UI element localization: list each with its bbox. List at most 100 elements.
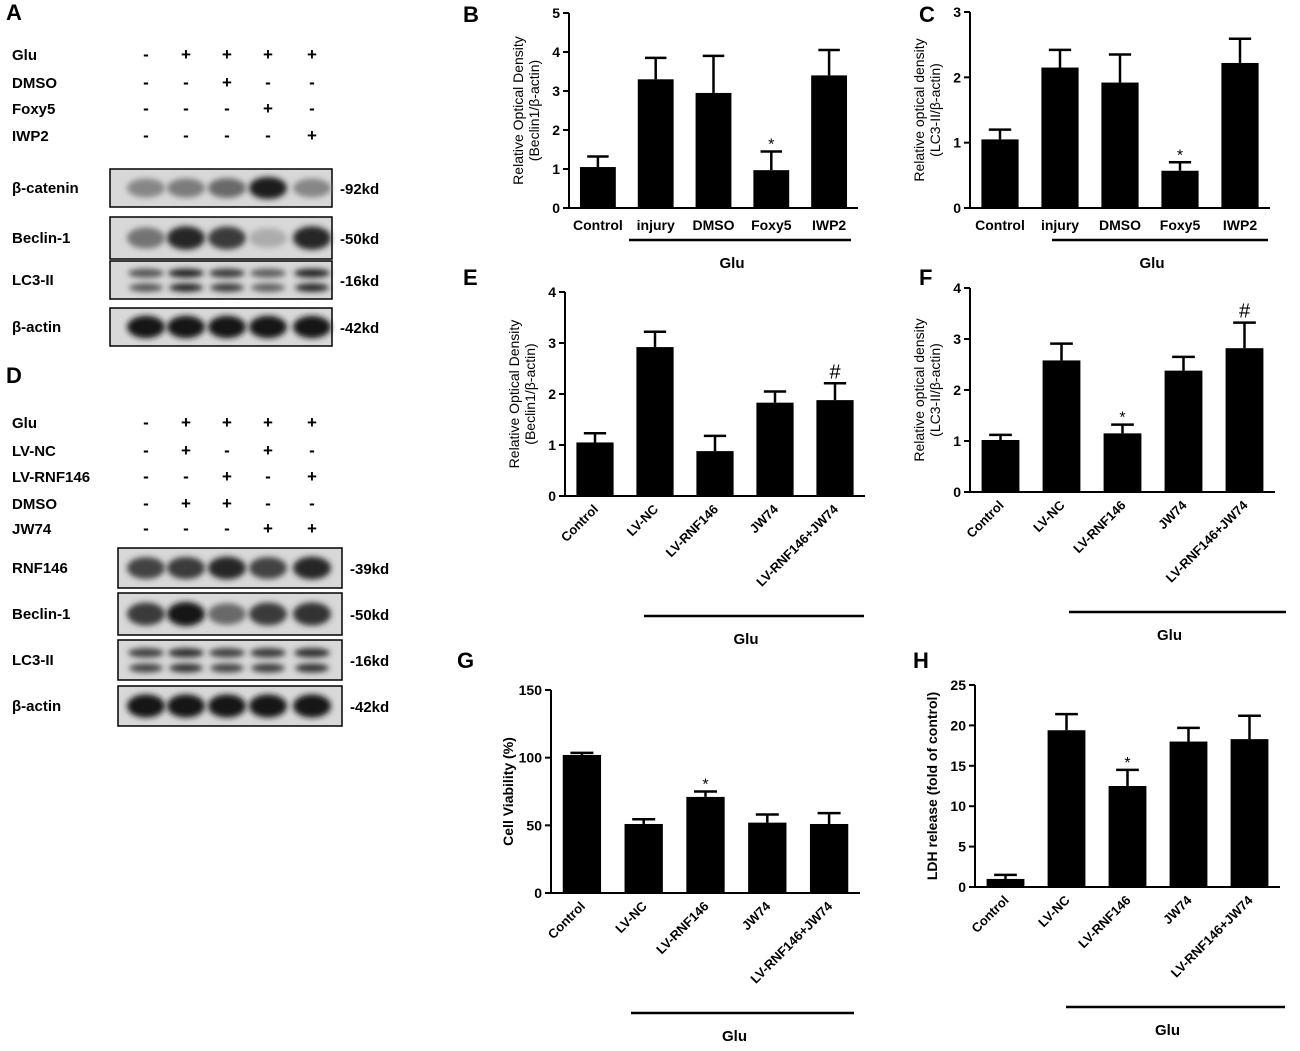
- treatment-label-lv-rnf146: LV-RNF146: [12, 469, 90, 486]
- treatment-sign: +: [307, 45, 317, 64]
- y-tick-label: 0: [953, 200, 961, 216]
- blot-band: [295, 663, 329, 673]
- bar-iwp2: [1221, 62, 1259, 209]
- blot-band: [127, 178, 165, 198]
- blot-size-marker: -50kd: [350, 607, 389, 624]
- blot-size-marker: -42kd: [350, 699, 389, 716]
- x-tick-label: JW74: [739, 898, 774, 933]
- blot-band: [169, 663, 203, 673]
- blot-strip: [117, 639, 343, 681]
- blot-band: [127, 315, 165, 339]
- group-label: Glu: [1155, 1022, 1180, 1039]
- blot-band: [127, 557, 165, 579]
- x-tick-label: IWP2: [812, 217, 846, 233]
- blot-size-marker: -42kd: [340, 320, 379, 337]
- treatment-sign: -: [143, 467, 149, 486]
- y-tick-label: 2: [953, 382, 961, 398]
- y-tick-label: 3: [552, 83, 560, 99]
- blot-band: [167, 315, 205, 339]
- treatment-sign: +: [263, 441, 273, 460]
- significance-asterisk: *: [1124, 755, 1130, 772]
- bar-lv-nc: [636, 347, 674, 496]
- blot-band: [209, 268, 245, 278]
- blot-band: [293, 226, 331, 250]
- treatment-sign: +: [307, 467, 317, 486]
- treatment-sign: +: [181, 413, 191, 432]
- treatment-sign: -: [143, 494, 149, 513]
- panel-label-h: H: [913, 648, 929, 673]
- treatment-label-glu: Glu: [12, 47, 37, 64]
- y-tick-label: 2: [548, 386, 556, 402]
- treatment-sign: +: [181, 45, 191, 64]
- blot-band: [208, 603, 246, 625]
- treatment-label-foxy5: Foxy5: [12, 101, 55, 118]
- y-axis-label: Cell Viability (%): [500, 737, 516, 846]
- y-tick-label: 1: [548, 437, 556, 453]
- bar-dmso: [695, 92, 732, 208]
- blot-band: [250, 648, 286, 658]
- blot-band: [294, 268, 330, 278]
- treatment-label-iwp2: IWP2: [12, 128, 49, 145]
- bar-lv-rnf146: [1108, 786, 1147, 887]
- panel-label-g: G: [457, 648, 474, 673]
- blot-row-label-lc3-ii: LC3-II: [12, 652, 54, 669]
- chart-c: 0 1 2 3 Relative optical density(LC3-II/β-ac…: [911, 4, 1270, 272]
- blot-band: [128, 268, 164, 278]
- treatment-sign: +: [181, 441, 191, 460]
- blot-band: [167, 694, 205, 718]
- treatment-sign: -: [224, 126, 230, 145]
- blot-band: [127, 602, 165, 626]
- significance-asterisk: *: [1119, 410, 1125, 427]
- bar-foxy5: [1161, 170, 1199, 208]
- blot-row-label-actin: β-actin: [12, 698, 61, 715]
- blot-band: [249, 694, 287, 718]
- y-axis-label: Relative optical density(LC3-II/β-actin): [911, 38, 943, 181]
- panel-label-b: B: [463, 2, 479, 27]
- x-tick-label: Control: [558, 502, 601, 545]
- treatment-sign: -: [143, 45, 149, 64]
- blot-band: [167, 556, 205, 580]
- western-blot-d: Glu - + + + + LV-NC - + - + - LV-RNF146 - - + - + DMSO - + + -…: [12, 413, 389, 727]
- y-axis-label-line: Relative Optical Density: [510, 36, 526, 185]
- blot-row-label-catenin: β-catenin: [12, 180, 79, 197]
- chart-f: 0 1 2 3 4 Relative optical density(LC3-II/β-a…: [911, 280, 1286, 644]
- y-tick-label: 50: [526, 817, 542, 833]
- treatment-sign: +: [263, 519, 273, 538]
- blot-band: [129, 283, 163, 292]
- bar-lv-rnf146-jw74: [1225, 348, 1264, 492]
- y-axis-label-line: Cell Viability (%): [500, 737, 516, 846]
- x-tick-label: Foxy5: [1160, 217, 1201, 233]
- y-axis-label-line: LDH release (fold of control): [924, 692, 940, 880]
- treatment-label-jw74: JW74: [12, 521, 52, 538]
- panel-label-d: D: [6, 363, 22, 388]
- blot-band: [249, 602, 287, 626]
- bar-lv-rnf146-jw74: [816, 400, 854, 496]
- y-tick-label: 0: [548, 488, 556, 504]
- treatment-label-dmso: DMSO: [12, 75, 57, 92]
- blot-row-label-beclin-1: Beclin-1: [12, 230, 70, 247]
- bar-foxy5: [753, 170, 790, 208]
- x-tick-label: LV-NC: [1035, 892, 1073, 930]
- x-tick-label: Control: [963, 498, 1006, 541]
- treatment-sign: -: [183, 99, 189, 118]
- blot-size-marker: -50kd: [340, 231, 379, 248]
- bar-control: [986, 878, 1025, 887]
- significance-hash: #: [1239, 301, 1251, 323]
- x-tick-label: Foxy5: [751, 217, 792, 233]
- treatment-sign: -: [183, 126, 189, 145]
- y-tick-label: 1: [552, 161, 560, 177]
- treatment-sign: +: [263, 45, 273, 64]
- y-tick-label: 2: [552, 122, 560, 138]
- x-tick-label: LV-RNF146: [663, 502, 721, 560]
- treatment-sign: -: [265, 494, 271, 513]
- bar-injury: [637, 79, 674, 208]
- y-tick-label: 150: [519, 682, 543, 698]
- blot-band: [127, 227, 165, 249]
- bar-control: [562, 754, 602, 893]
- blot-band: [169, 283, 203, 292]
- x-tick-label: JW74: [1160, 892, 1195, 927]
- x-tick-label: LV-NC: [612, 898, 650, 936]
- blot-band: [168, 268, 204, 278]
- bar-lv-rnf146-jw74: [1230, 739, 1269, 887]
- blot-band: [168, 648, 204, 658]
